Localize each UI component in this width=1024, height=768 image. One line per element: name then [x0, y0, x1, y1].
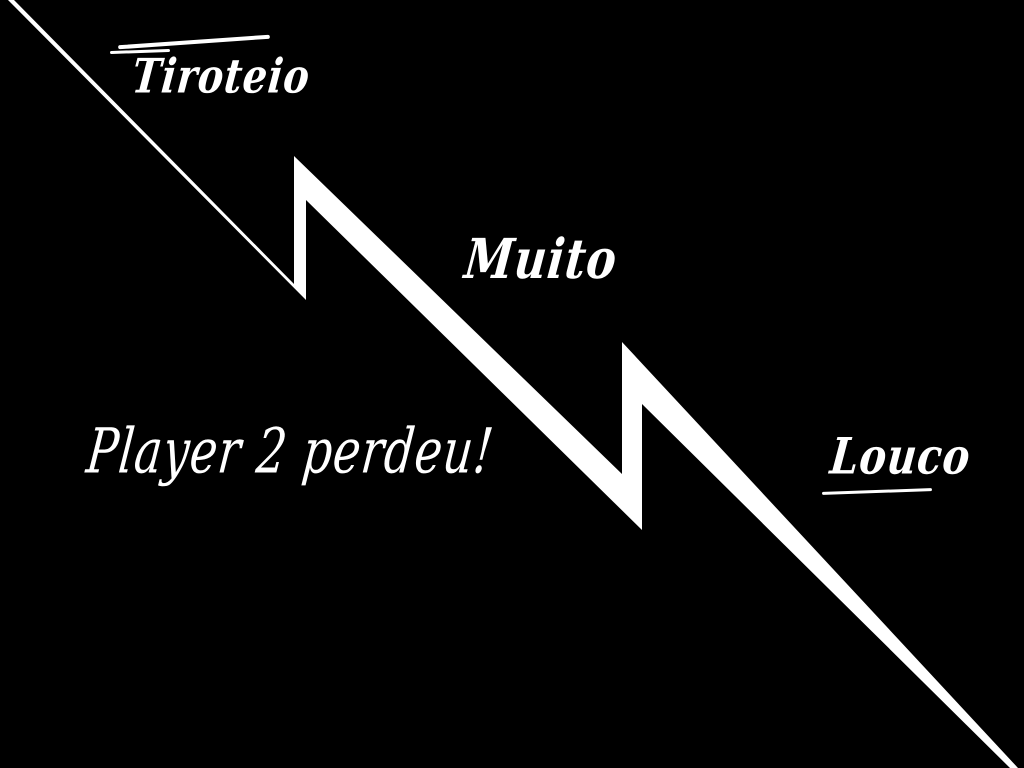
game-over-message: Player 2 perdeu!	[83, 414, 498, 488]
title-word-louco: Louco	[827, 427, 974, 486]
title-word-tiroteio: Tiroteio	[129, 47, 314, 104]
title-word-muito: Muito	[461, 228, 621, 292]
